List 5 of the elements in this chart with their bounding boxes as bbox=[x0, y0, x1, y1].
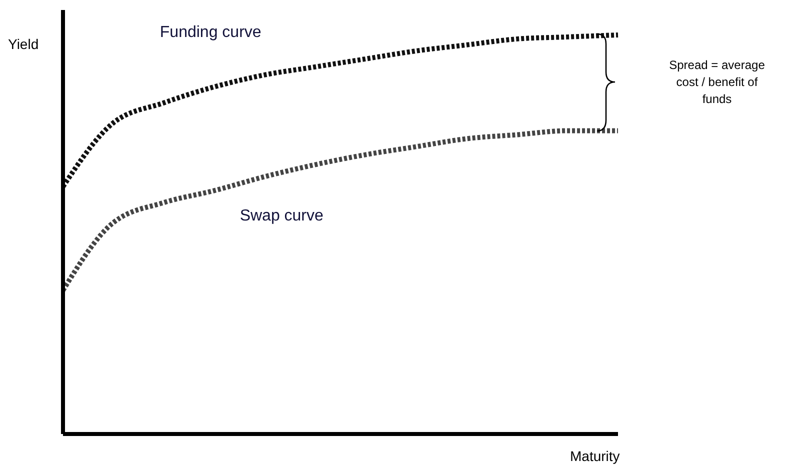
series-label: Swap curve bbox=[240, 208, 324, 225]
text: Spread = average cost / benefit of funds bbox=[668, 57, 766, 108]
y-axis-title: Yield bbox=[8, 36, 39, 52]
text: Funding curve bbox=[160, 24, 262, 41]
x-axis-title: Maturity bbox=[570, 448, 620, 464]
